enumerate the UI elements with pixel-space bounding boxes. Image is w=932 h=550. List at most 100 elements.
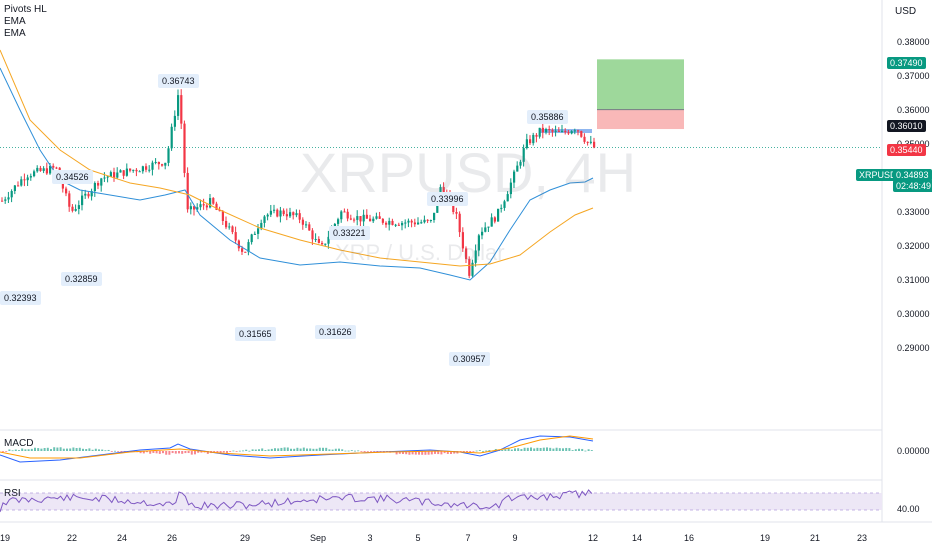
macd-histogram-bar (526, 447, 529, 451)
macd-histogram-bar (341, 449, 344, 451)
candle-body (231, 226, 234, 233)
macd-histogram-bar (347, 450, 350, 452)
macd-histogram-bar (414, 451, 417, 455)
rsi-band (0, 493, 882, 510)
candle-body (167, 148, 170, 163)
candle-body (157, 161, 160, 165)
macd-histogram-bar (66, 448, 68, 451)
candle-body (426, 219, 429, 221)
macd-histogram-bar (395, 451, 398, 455)
candle-body (292, 212, 295, 216)
candle-body (589, 141, 592, 143)
candle-body (324, 243, 327, 245)
candle-body (413, 222, 416, 225)
candle-body (561, 130, 564, 132)
macd-label[interactable]: MACD (4, 438, 34, 449)
macd-histogram-bar (264, 449, 267, 451)
candle-body (295, 213, 298, 216)
candle-body (4, 199, 7, 201)
candle-body (420, 222, 423, 224)
macd-histogram-bar (293, 448, 296, 451)
pivot-label: 0.31565 (235, 327, 276, 341)
macd-axis-value: 0.00000 (897, 446, 930, 456)
candle-body (580, 131, 583, 137)
macd-histogram-bar (114, 450, 116, 452)
candle-body (20, 179, 23, 186)
candle-body (205, 205, 208, 208)
pivots-legend[interactable]: Pivots HL (4, 4, 47, 15)
macd-histogram-bar (110, 451, 113, 452)
date-tick: Sep (310, 533, 326, 543)
macd-histogram-bar (475, 450, 478, 452)
macd-histogram-bar (290, 448, 292, 451)
macd-histogram-bar (229, 451, 232, 452)
candle-body (212, 198, 215, 204)
macd-histogram-bar (469, 451, 472, 453)
macd-histogram-bar (226, 451, 228, 453)
candle-body (308, 224, 311, 231)
macd-histogram-bar (270, 448, 273, 451)
candle-body (23, 179, 26, 181)
candle-body (218, 209, 221, 212)
candle-body (583, 136, 586, 142)
candle-body (42, 168, 45, 171)
macd-histogram-bar (514, 448, 516, 451)
macd-histogram-bar (34, 447, 36, 451)
ema-fast-line (0, 67, 594, 281)
candle-body (244, 251, 247, 253)
ema-legend-1[interactable]: EMA (4, 16, 26, 27)
candle-body (164, 162, 167, 166)
symbol-watermark: XRPUSD, 4H (300, 141, 637, 204)
macd-line (0, 435, 594, 463)
candle-body (513, 171, 516, 183)
candle-body (39, 167, 42, 171)
macd-histogram-bar (206, 451, 209, 454)
currency-label: USD (895, 6, 917, 17)
candle-body (151, 162, 154, 170)
candle-body (378, 216, 381, 219)
candle-body (327, 236, 330, 244)
candle-body (503, 201, 506, 208)
price-tick: 0.33000 (897, 207, 930, 217)
candle-body (397, 224, 400, 226)
macd-histogram-bar (408, 451, 411, 455)
macd-histogram-bar (165, 451, 168, 455)
candle-body (586, 141, 589, 143)
candle-body (189, 206, 192, 210)
macd-histogram-bar (37, 448, 40, 451)
macd-histogram-bar (434, 451, 436, 454)
macd-histogram-bar (418, 451, 420, 455)
candle-body (71, 206, 74, 211)
candle-body (132, 169, 135, 171)
rsi-axis-value: 40.00 (897, 504, 920, 514)
ema-legend-2[interactable]: EMA (4, 28, 26, 39)
candle-body (481, 231, 484, 236)
candle-body (196, 207, 199, 210)
stop-loss-tag: 0.35440 (887, 144, 926, 156)
candle-body (7, 197, 10, 200)
candle-body (10, 191, 13, 198)
macd-histogram-bar (376, 451, 379, 453)
candle-body (148, 169, 151, 171)
candle-body (538, 127, 541, 137)
macd-histogram-bar (478, 450, 481, 451)
current-symbol-tag: XRPUSD (856, 169, 900, 181)
macd-histogram-bar (504, 449, 507, 451)
rsi-label[interactable]: RSI (4, 488, 21, 499)
macd-histogram-bar (568, 448, 571, 451)
candle-body (289, 212, 292, 217)
price-tick: 0.37000 (897, 71, 930, 81)
countdown-tag: 02:48:49 (893, 180, 932, 192)
macd-histogram-bar (328, 449, 331, 451)
rsi-line (0, 489, 593, 513)
candle-body (356, 216, 359, 220)
pivot-label: 0.32859 (61, 272, 102, 286)
macd-histogram-bar (123, 451, 126, 452)
candle-body (228, 226, 231, 228)
candle-body (500, 207, 503, 209)
macd-histogram-bar (267, 449, 270, 451)
macd-histogram-bar (299, 448, 302, 451)
macd-histogram-bar (254, 449, 257, 451)
macd-histogram-bar (437, 451, 440, 455)
